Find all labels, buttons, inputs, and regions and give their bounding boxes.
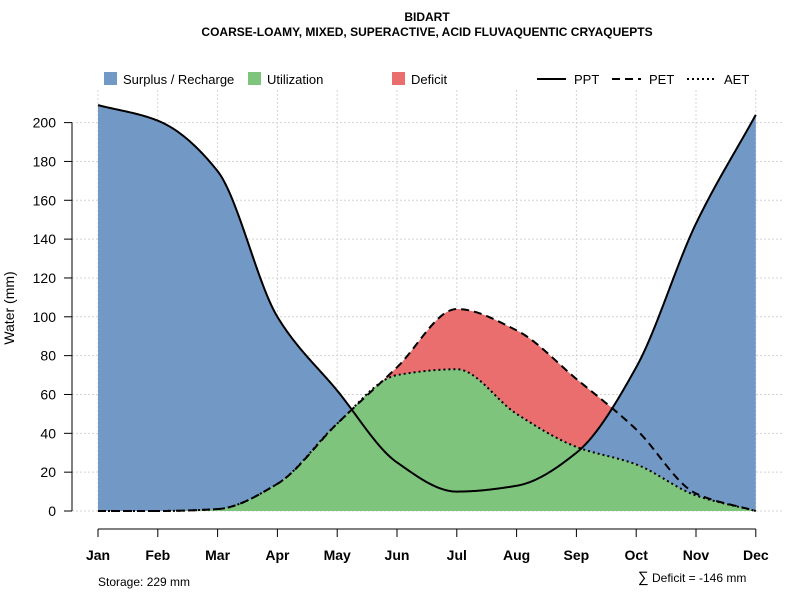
y-tick-label: 60	[40, 386, 56, 402]
y-tick-label: 100	[33, 309, 57, 325]
x-tick-label: May	[324, 547, 351, 563]
deficit-annotation: Deficit = -146 mm	[652, 571, 746, 585]
ppt-line	[97, 104, 757, 493]
legend-label: AET	[724, 72, 749, 87]
x-tick-label: Apr	[265, 547, 290, 563]
y-tick-label: 180	[33, 153, 57, 169]
chart-title: BIDART	[404, 10, 450, 24]
y-tick-label: 40	[40, 425, 56, 441]
y-tick-label: 160	[33, 192, 57, 208]
x-tick-label: Oct	[625, 547, 649, 563]
legend-label: Utilization	[267, 72, 323, 87]
y-tick-label: 200	[33, 115, 57, 131]
x-tick-label: Sep	[564, 547, 590, 563]
legend-swatch	[104, 72, 117, 85]
legend-swatch	[392, 72, 405, 85]
y-tick-label: 0	[48, 503, 56, 519]
x-tick-label: Jan	[86, 547, 110, 563]
x-tick-label: Feb	[145, 547, 170, 563]
aet-line	[98, 368, 757, 512]
storage-annotation: Storage: 229 mm	[98, 575, 190, 589]
x-tick-label: Jul	[447, 547, 467, 563]
pet-line	[98, 308, 757, 512]
legend-label: Deficit	[411, 72, 448, 87]
legend-label: Surplus / Recharge	[123, 72, 234, 87]
areas	[98, 105, 756, 512]
x-tick-label: Dec	[743, 547, 769, 563]
y-tick-label: 140	[33, 231, 57, 247]
x-tick-label: Mar	[205, 547, 230, 563]
axes: 0 20 40 60 80 100 120 140 160 180 200 Jan Feb Mar Apr M…	[33, 115, 769, 563]
legend-label: PET	[649, 72, 674, 87]
legend: Surplus / Recharge Utilization Deficit PPT P…	[104, 72, 749, 87]
utilization-area	[98, 369, 756, 511]
legend-label: PPT	[574, 72, 599, 87]
y-tick-label: 120	[33, 270, 57, 286]
x-tick-label: Aug	[503, 547, 530, 563]
x-tick-label: Nov	[683, 547, 710, 563]
y-tick-label: 20	[40, 464, 56, 480]
y-tick-label: 80	[40, 348, 56, 364]
deficit-sum-symbol: ∑	[638, 569, 649, 586]
legend-swatch	[248, 72, 261, 85]
x-tick-label: Jun	[385, 547, 410, 563]
surplus-recharge-area	[98, 105, 756, 512]
chart-subtitle: COARSE-LOAMY, MIXED, SUPERACTIVE, ACID F…	[201, 25, 652, 39]
series-lines	[97, 104, 757, 512]
y-axis-label: Water (mm)	[1, 271, 17, 344]
